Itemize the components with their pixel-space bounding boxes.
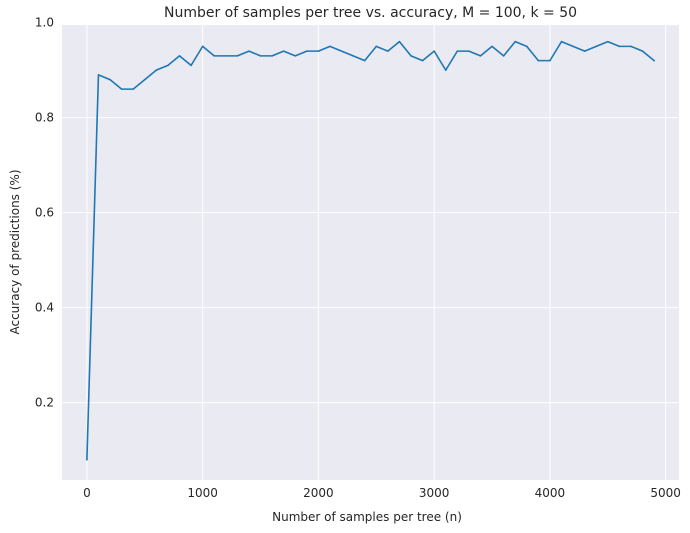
x-tick-label: 4000 bbox=[535, 486, 566, 500]
data-point bbox=[421, 59, 424, 62]
data-point bbox=[549, 59, 551, 62]
data-point bbox=[225, 55, 227, 57]
data-point bbox=[641, 50, 644, 52]
x-tick-label: 2000 bbox=[303, 486, 334, 500]
data-point bbox=[201, 45, 204, 48]
data-point bbox=[583, 50, 586, 52]
data-point bbox=[375, 45, 378, 48]
data-point bbox=[167, 64, 169, 67]
data-point bbox=[213, 55, 216, 57]
data-point bbox=[491, 45, 493, 48]
data-point bbox=[86, 458, 88, 461]
data-point bbox=[560, 40, 563, 43]
data-point bbox=[248, 50, 250, 52]
data-point bbox=[340, 50, 343, 52]
data-point bbox=[109, 78, 111, 81]
plot-area bbox=[62, 25, 679, 480]
data-point bbox=[120, 88, 123, 90]
data-point bbox=[178, 55, 181, 57]
data-point bbox=[410, 55, 412, 57]
data-point bbox=[97, 74, 100, 76]
data-point bbox=[537, 59, 540, 62]
series-group bbox=[86, 40, 655, 461]
data-point bbox=[271, 55, 273, 57]
data-point bbox=[143, 78, 146, 81]
grid-lines bbox=[62, 22, 679, 480]
y-tick-label: 0.2 bbox=[35, 396, 54, 410]
data-point bbox=[618, 45, 621, 48]
data-point bbox=[653, 59, 655, 62]
data-point bbox=[317, 50, 320, 52]
data-point bbox=[132, 88, 134, 90]
data-point bbox=[329, 45, 331, 48]
data-point bbox=[514, 40, 516, 43]
x-tick-label: 3000 bbox=[419, 486, 450, 500]
y-axis-ticks: 0.2 0.4 0.6 0.8 1.0 bbox=[35, 16, 54, 410]
data-point bbox=[572, 45, 574, 48]
data-point bbox=[282, 50, 285, 52]
data-point bbox=[306, 50, 308, 52]
data-point bbox=[259, 55, 262, 57]
data-point bbox=[525, 45, 528, 48]
x-tick-label: 0 bbox=[83, 486, 91, 500]
data-point bbox=[294, 55, 297, 57]
data-point bbox=[363, 59, 366, 62]
data-point bbox=[236, 55, 239, 57]
data-point bbox=[444, 69, 447, 71]
data-point bbox=[502, 55, 505, 57]
data-point bbox=[155, 69, 158, 71]
data-point bbox=[468, 50, 470, 52]
data-point bbox=[479, 55, 482, 57]
data-point bbox=[456, 50, 459, 52]
data-point bbox=[190, 64, 192, 67]
x-axis-ticks: 0 1000 2000 3000 4000 5000 bbox=[83, 486, 681, 500]
y-axis-label: Accuracy of predictions (%) bbox=[8, 169, 22, 334]
data-point bbox=[595, 45, 598, 48]
y-tick-label: 0.8 bbox=[35, 111, 54, 125]
series-line bbox=[86, 40, 655, 461]
chart-title: Number of samples per tree vs. accuracy,… bbox=[164, 5, 577, 21]
data-point bbox=[433, 50, 435, 52]
y-tick-label: 1.0 bbox=[35, 16, 54, 30]
data-point bbox=[387, 50, 389, 52]
data-point bbox=[398, 40, 401, 43]
x-tick-label: 1000 bbox=[187, 486, 218, 500]
y-tick-label: 0.6 bbox=[35, 206, 54, 220]
data-point bbox=[630, 45, 632, 48]
data-point bbox=[352, 55, 354, 57]
x-tick-label: 5000 bbox=[650, 486, 681, 500]
x-axis-label: Number of samples per tree (n) bbox=[272, 510, 462, 524]
data-point bbox=[607, 40, 609, 43]
y-tick-label: 0.4 bbox=[35, 301, 54, 315]
